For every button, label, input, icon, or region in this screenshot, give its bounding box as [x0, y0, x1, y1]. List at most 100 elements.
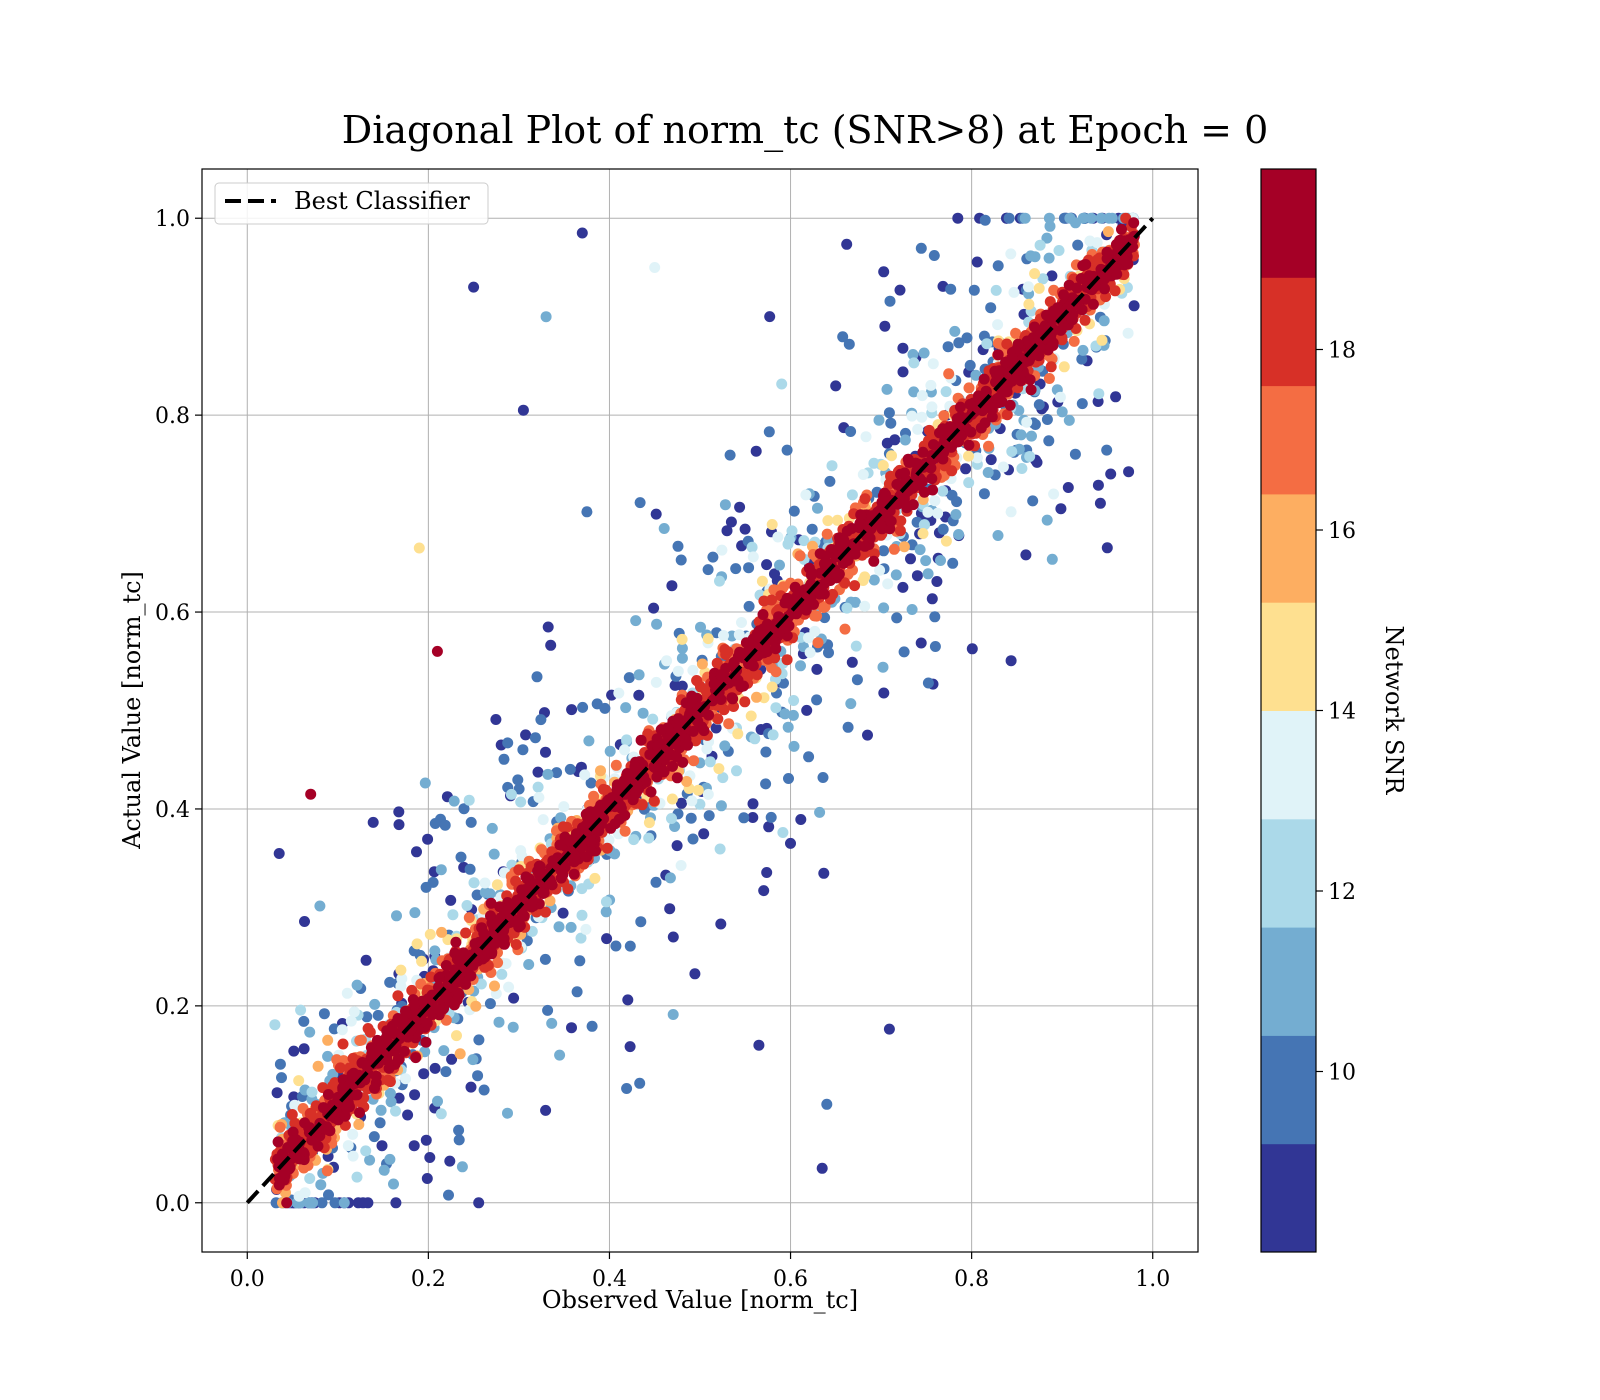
scatter-point [783, 773, 794, 784]
scatter-point [881, 383, 893, 395]
scatter-point [315, 1179, 327, 1191]
x-tick-label: 0.0 [230, 1267, 265, 1292]
scatter-point [846, 523, 858, 534]
scatter-point [619, 744, 630, 756]
scatter-point [364, 1026, 376, 1038]
scatter-point [1101, 444, 1113, 456]
scatter-point [647, 713, 659, 725]
colorbar-segment [1261, 385, 1316, 495]
scatter-point [1001, 338, 1013, 350]
scatter-point [715, 800, 727, 812]
scatter-point [609, 818, 621, 830]
scatter-point [459, 965, 471, 977]
scatter-point [897, 581, 909, 593]
scatter-point [411, 846, 422, 858]
scatter-point [774, 559, 785, 571]
colorbar-tick-label: 16 [1328, 519, 1356, 544]
scatter-point [804, 647, 816, 658]
scatter-point [738, 812, 750, 824]
scatter-point [1122, 327, 1134, 339]
scatter-point [438, 1045, 450, 1057]
scatter-point [963, 439, 975, 451]
scatter-point [667, 931, 679, 943]
scatter-point [1092, 479, 1104, 491]
scatter-point [312, 1060, 324, 1072]
scatter-point [289, 1117, 301, 1129]
scatter-point [672, 665, 684, 677]
scatter-point [351, 1171, 363, 1183]
scatter-point [728, 656, 740, 668]
scatter-point [595, 765, 606, 777]
scatter-point [1024, 374, 1036, 386]
scatter-point [338, 1197, 350, 1209]
scatter-point [917, 446, 929, 458]
scatter-point [1015, 429, 1027, 441]
x-tick-label: 0.6 [773, 1267, 808, 1292]
scatter-point [978, 373, 990, 385]
scatter-point [801, 704, 813, 716]
scatter-point [453, 1134, 465, 1146]
y-tick-label: 0.2 [155, 995, 190, 1020]
scatter-point [520, 871, 532, 883]
scatter-point [904, 456, 916, 468]
scatter-point [354, 1107, 365, 1119]
scatter-point [547, 855, 559, 867]
scatter-point [591, 805, 603, 817]
scatter-point [949, 325, 961, 337]
scatter-point [719, 740, 731, 752]
scatter-point [842, 568, 854, 580]
scatter-point [839, 577, 851, 589]
scatter-point [334, 1062, 346, 1074]
scatter-point [435, 1108, 447, 1120]
scatter-point [284, 1162, 296, 1174]
scatter-point [920, 555, 932, 567]
scatter-point [369, 1082, 380, 1094]
scatter-point [794, 550, 806, 562]
scatter-point [361, 1060, 373, 1072]
scatter-point [1054, 391, 1066, 403]
scatter-point [802, 592, 814, 604]
scatter-point [756, 575, 768, 587]
scatter-point [929, 611, 941, 623]
scatter-point [1016, 463, 1028, 474]
scatter-point [491, 879, 503, 891]
scatter-point [806, 523, 818, 535]
scatter-point [455, 851, 467, 863]
scatter-point [812, 502, 823, 514]
scatter-point [671, 772, 683, 784]
scatter-point [628, 834, 640, 846]
scatter-point [490, 714, 502, 725]
scatter-point [868, 574, 880, 586]
scatter-point [318, 1008, 330, 1020]
scatter-point [753, 1039, 765, 1051]
scatter-point [1068, 335, 1080, 347]
scatter-point [1110, 391, 1122, 403]
scatter-point [321, 1124, 333, 1135]
scatter-point [926, 593, 938, 605]
scatter-point [376, 1140, 388, 1152]
scatter-point [891, 612, 903, 624]
scatter-point [760, 746, 772, 758]
scatter-point [540, 906, 551, 918]
scatter-point [1076, 353, 1088, 365]
scatter-point [298, 1015, 310, 1027]
scatter-point [520, 729, 532, 741]
scatter-point [425, 971, 437, 983]
scatter-point [724, 449, 736, 461]
scatter-point [337, 1038, 349, 1050]
scatter-point [545, 639, 557, 651]
scatter-point [444, 1155, 456, 1167]
scatter-point [354, 1035, 366, 1046]
scatter-point [648, 761, 660, 773]
scatter-point [788, 505, 800, 517]
scatter-point [1119, 255, 1131, 267]
scatter-point [440, 1066, 452, 1078]
scatter-point [905, 553, 916, 565]
scatter-point [708, 678, 720, 690]
scatter-point [540, 311, 552, 323]
scatter-point [851, 674, 863, 686]
scatter-point [818, 588, 830, 600]
scatter-point [273, 848, 285, 859]
scatter-point [1041, 514, 1053, 526]
scatter-point [535, 714, 547, 726]
